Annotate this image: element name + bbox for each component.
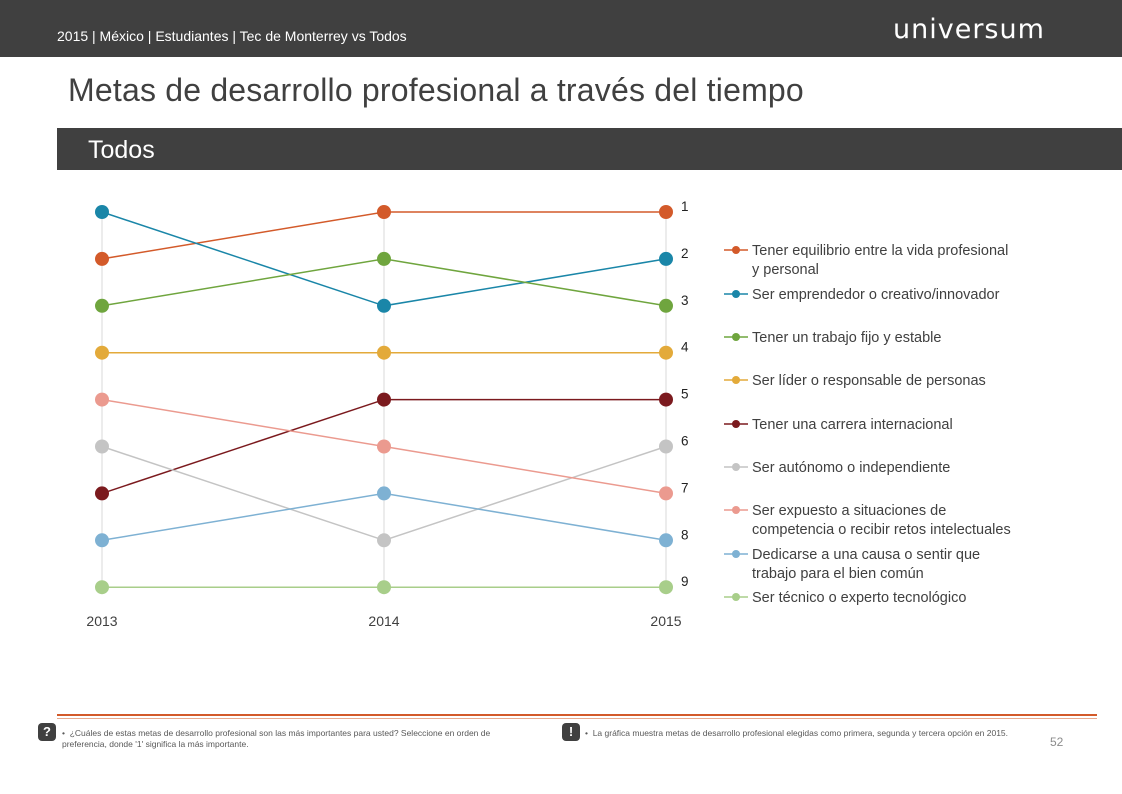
legend-label-6: Ser autónomo o independiente [752, 460, 950, 476]
data-point-4-2014 [377, 345, 391, 360]
breadcrumb: 2015 | México | Estudiantes | Tec de Mon… [57, 28, 407, 44]
x-axis-label-2015: 2015 [650, 613, 681, 629]
data-point-1-2013 [95, 251, 109, 266]
legend-label-2: Ser emprendedor o creativo/innovador [752, 287, 1000, 303]
info-note: • La gráfica muestra metas de desarrollo… [585, 728, 1009, 738]
legend-label-3: Tener un trabajo fijo y estable [752, 330, 941, 346]
legend-swatch-dot-6 [732, 463, 740, 471]
legend-label-8-line-2: trabajo para el bien común [752, 566, 924, 582]
legend-label-5: Tener una carrera internacional [752, 417, 953, 433]
rank-label-8: 8 [681, 527, 689, 542]
legend-swatch-dot-4 [732, 376, 740, 384]
data-point-4-2013 [95, 345, 109, 360]
legend-swatch-dot-2 [732, 290, 740, 298]
legend-swatch-dot-1 [732, 246, 740, 254]
data-point-2-2014 [377, 298, 391, 313]
data-point-8-2013 [95, 533, 109, 548]
rank-label-4: 4 [681, 340, 689, 355]
data-point-6-2014 [377, 533, 391, 548]
data-point-7-2013 [95, 392, 109, 407]
data-point-1-2014 [377, 205, 391, 219]
rank-label-1: 1 [681, 199, 689, 214]
data-point-5-2015 [659, 392, 673, 407]
data-point-2-2015 [659, 251, 673, 266]
legend-label-7-line-2: competencia o recibir retos intelectuale… [752, 522, 1011, 538]
data-point-7-2015 [659, 486, 673, 501]
legend-swatch-dot-3 [732, 333, 740, 341]
x-axis-label-2014: 2014 [368, 613, 399, 629]
data-point-5-2014 [377, 392, 391, 407]
legend-swatch-dot-8 [732, 550, 740, 558]
rank-label-7: 7 [681, 480, 689, 495]
rank-label-9: 9 [681, 574, 689, 589]
data-point-4-2015 [659, 345, 673, 360]
question-note: • ¿Cuáles de estas metas de desarrollo p… [62, 728, 491, 749]
legend-swatch-dot-7 [732, 506, 740, 514]
legend-swatch-dot-5 [732, 420, 740, 428]
question-icon: ? [38, 723, 56, 741]
universum-logo: universum [893, 14, 1045, 45]
data-point-1-2015 [659, 205, 673, 219]
section-bar: Todos [57, 128, 1122, 170]
data-point-9-2015 [659, 580, 673, 595]
rank-label-6: 6 [681, 434, 689, 449]
page-number: 52 [1050, 735, 1064, 749]
section-label: Todos [88, 136, 155, 164]
header-bar: 2015 | México | Estudiantes | Tec de Mon… [0, 0, 1122, 57]
info-icon: ! [562, 723, 580, 741]
page-title: Metas de desarrollo profesional a través… [68, 72, 804, 108]
rank-label-2: 2 [681, 246, 689, 261]
data-point-9-2014 [377, 580, 391, 595]
legend-label-9: Ser técnico o experto tecnológico [752, 590, 966, 606]
data-point-5-2013 [95, 486, 109, 501]
legend-label-7-line-1: Ser expuesto a situaciones de [752, 503, 946, 519]
legend-label-8-line-1: Dedicarse a una causa o sentir que [752, 547, 980, 563]
legend-swatch-dot-9 [732, 593, 740, 601]
data-point-8-2015 [659, 533, 673, 548]
data-point-3-2014 [377, 251, 391, 266]
data-point-3-2013 [95, 298, 109, 313]
data-point-9-2013 [95, 580, 109, 595]
data-point-6-2013 [95, 439, 109, 454]
legend-label-1-line-2: y personal [752, 262, 819, 278]
data-point-6-2015 [659, 439, 673, 454]
info-note-text: La gráfica muestra metas de desarrollo p… [592, 728, 1009, 738]
data-point-7-2014 [377, 439, 391, 454]
footer-divider [57, 714, 1097, 716]
rank-label-5: 5 [681, 387, 689, 402]
legend-label-4: Ser líder o responsable de personas [752, 373, 986, 389]
footer-divider-thin [57, 718, 1097, 719]
data-point-2-2013 [95, 205, 109, 219]
question-note-text: ¿Cuáles de estas metas de desarrollo pro… [62, 728, 491, 749]
x-axis-label-2013: 2013 [86, 613, 117, 629]
data-point-3-2015 [659, 298, 673, 313]
data-point-8-2014 [377, 486, 391, 501]
legend-label-1-line-1: Tener equilibrio entre la vida profesion… [752, 243, 1008, 259]
rank-label-3: 3 [681, 293, 689, 308]
